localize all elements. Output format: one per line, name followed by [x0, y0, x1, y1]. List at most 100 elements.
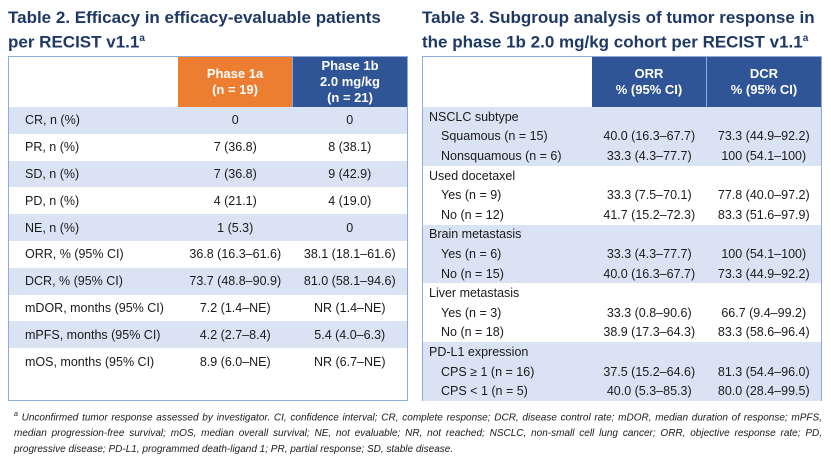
table-row: DCR, % (95% CI) 73.7 (48.8–90.9) 81.0 (58.…	[9, 267, 407, 295]
cell-value: 38.1 (18.1–61.6)	[303, 247, 396, 262]
row-label: DCR, % (95% CI)	[9, 267, 178, 295]
cell-value: 100 (54.1–100)	[706, 146, 821, 166]
table-row: PD, n (%) 4 (21.1) 4 (19.0)	[9, 187, 407, 214]
header-orr: ORR% (95% CI)	[592, 57, 707, 107]
cell-value: 8 (38.1)	[328, 140, 372, 155]
row-label: Yes (n = 9)	[441, 188, 502, 203]
group-label: PD-L1 expression	[423, 342, 821, 362]
table-row: mOS, months (95% CI) 8.9 (6.0–NE) NR (6.7–…	[9, 348, 407, 375]
cell-value: 81.0 (58.1–94.6)	[292, 267, 407, 295]
cell-value: 7 (36.8)	[178, 160, 293, 188]
group-label: NSCLC subtype	[423, 107, 821, 127]
cell-value: 5.4 (4.0–6.3)	[292, 321, 407, 349]
cell-value: NR (6.7–NE)	[313, 354, 386, 369]
cell-value: 4 (19.0)	[328, 193, 372, 208]
cell-value: 83.3 (58.6–96.4)	[717, 325, 810, 340]
header-dcr: DCR% (95% CI)	[706, 57, 821, 107]
cell-value: 9 (42.9)	[292, 160, 407, 188]
cell-value: 0	[292, 214, 407, 241]
cell-value: 36.8 (16.3–61.6)	[189, 247, 282, 262]
header-line: % (95% CI)	[615, 82, 683, 97]
table-row: CPS ≥ 1 (n = 16) 37.5 (15.2–64.6) 81.3 (54…	[423, 361, 821, 382]
cell-value: 0	[292, 107, 407, 134]
cell-value: 7.2 (1.4–NE)	[199, 300, 271, 315]
cell-value: 73.7 (48.8–90.9)	[178, 267, 293, 295]
cell-value: 33.3 (4.3–77.7)	[592, 244, 707, 264]
cell-value: 80.0 (28.4–99.5)	[706, 381, 821, 401]
header-line: % (95% CI)	[730, 82, 798, 97]
cell-value: 100 (54.1–100)	[706, 244, 821, 264]
row-label: CPS < 1 (n = 5)	[423, 381, 592, 401]
header-line: Phase 1b	[321, 58, 379, 73]
table-row: CPS < 1 (n = 5) 40.0 (5.3–85.3) 80.0 (28.4…	[423, 381, 821, 401]
group-header-row: Used docetaxel	[423, 166, 821, 186]
header-line: (n = 19)	[212, 82, 258, 97]
table-row: Yes (n = 9) 33.3 (7.5–70.1) 77.8 (40.0–97.…	[423, 185, 821, 205]
header-phase-1a: Phase 1a (n = 19)	[178, 57, 293, 107]
cell-value: 40.0 (16.3–67.7)	[592, 263, 707, 284]
cell-value: 1 (5.3)	[178, 214, 293, 241]
row-label: CR, n (%)	[9, 107, 178, 134]
cell-value: NR (1.4–NE)	[313, 300, 386, 315]
group-label: Used docetaxel	[429, 168, 516, 183]
table-row: CR, n (%) 0 0	[9, 107, 407, 134]
cell-value: 38.9 (17.3–64.3)	[603, 325, 696, 340]
table-row: SD, n (%) 7 (36.8) 9 (42.9)	[9, 160, 407, 188]
cell-value: 41.7 (15.2–72.3)	[603, 207, 696, 222]
table-row: Yes (n = 6) 33.3 (4.3–77.7) 100 (54.1–100)	[423, 244, 821, 264]
row-label: No (n = 15)	[423, 263, 592, 284]
group-header-row: Liver metastasis	[423, 283, 821, 303]
table-row: mPFS, months (95% CI) 4.2 (2.7–8.4) 5.4 (4…	[9, 321, 407, 349]
group-header-row: PD-L1 expression	[423, 342, 821, 362]
group-header-row: NSCLC subtype	[423, 107, 821, 127]
cell-value: 73.3 (44.9–92.2)	[706, 126, 821, 147]
table-row: ORR, % (95% CI) 36.8 (16.3–61.6) 38.1 (18.…	[9, 241, 407, 268]
table-row: NE, n (%) 1 (5.3) 0	[9, 214, 407, 241]
row-label: mOS, months (95% CI)	[25, 354, 155, 369]
table-row: No (n = 12) 41.7 (15.2–72.3) 83.3 (51.6–97…	[423, 205, 821, 225]
cell-value: 73.3 (44.9–92.2)	[706, 263, 821, 284]
row-label: mDOR, months (95% CI)	[25, 300, 164, 315]
cell-value: 77.8 (40.0–97.2)	[717, 188, 810, 203]
cell-value: 83.3 (51.6–97.9)	[717, 207, 810, 222]
row-label: CPS ≥ 1 (n = 16)	[423, 361, 592, 382]
footnote: a Unconfirmed tumor response assessed by…	[14, 411, 822, 456]
header-line: Phase 1a	[206, 66, 264, 81]
cell-value: 4.2 (2.7–8.4)	[178, 321, 293, 349]
header-line: ORR	[634, 66, 664, 81]
cell-value: 8.9 (6.0–NE)	[199, 354, 271, 369]
table2-title: Table 2. Efficacy in efficacy-evaluable …	[8, 8, 381, 52]
cell-value: 33.3 (7.5–70.1)	[606, 188, 692, 203]
table-row: No (n = 18) 38.9 (17.3–64.3) 83.3 (58.6–96…	[423, 323, 821, 343]
cell-value: 40.0 (16.3–67.7)	[592, 126, 707, 147]
header-phase-1b: Phase 1b 2.0 mg/kg (n = 21)	[292, 57, 407, 107]
table3-title: Table 3. Subgroup analysis of tumor resp…	[422, 8, 815, 52]
row-label: PD, n (%)	[25, 193, 80, 208]
cell-value: 33.3 (4.3–77.7)	[592, 146, 707, 166]
cell-value: 4 (21.1)	[213, 193, 257, 208]
row-label: Squamous (n = 15)	[423, 126, 592, 147]
row-label: Nonsquamous (n = 6)	[423, 146, 592, 166]
row-label: PR, n (%)	[25, 140, 80, 155]
table-row: Squamous (n = 15) 40.0 (16.3–67.7) 73.3 (4…	[423, 126, 821, 147]
table3-subgroup: ORR% (95% CI) DCR% (95% CI) NSCLC subtyp…	[422, 56, 822, 401]
table-row: PR, n (%) 7 (36.8) 8 (38.1)	[9, 134, 407, 161]
table-row: Nonsquamous (n = 6) 33.3 (4.3–77.7) 100 (5…	[423, 146, 821, 166]
cell-value: 7 (36.8)	[213, 140, 257, 155]
row-label: Yes (n = 6)	[423, 244, 592, 264]
row-label: SD, n (%)	[9, 160, 178, 188]
row-label: Yes (n = 3)	[441, 305, 502, 320]
cell-value: 37.5 (15.2–64.6)	[592, 361, 707, 382]
header-line: 2.0 mg/kg	[320, 74, 380, 89]
group-header-row: Brain metastasis	[423, 224, 821, 245]
table-row: Yes (n = 3) 33.3 (0.8–90.6) 66.7 (9.4–99.2…	[423, 303, 821, 323]
cell-value: 81.3 (54.4–96.0)	[706, 361, 821, 382]
row-label: ORR, % (95% CI)	[25, 247, 124, 262]
group-label: Liver metastasis	[429, 286, 520, 301]
table-row: No (n = 15) 40.0 (16.3–67.7) 73.3 (44.9–92…	[423, 263, 821, 284]
table-row: mDOR, months (95% CI) 7.2 (1.4–NE) NR (1.4…	[9, 295, 407, 322]
header-line: (n = 21)	[327, 90, 373, 105]
group-label: Brain metastasis	[423, 224, 821, 245]
row-label: mPFS, months (95% CI)	[9, 321, 178, 349]
header-line: DCR	[749, 66, 779, 81]
